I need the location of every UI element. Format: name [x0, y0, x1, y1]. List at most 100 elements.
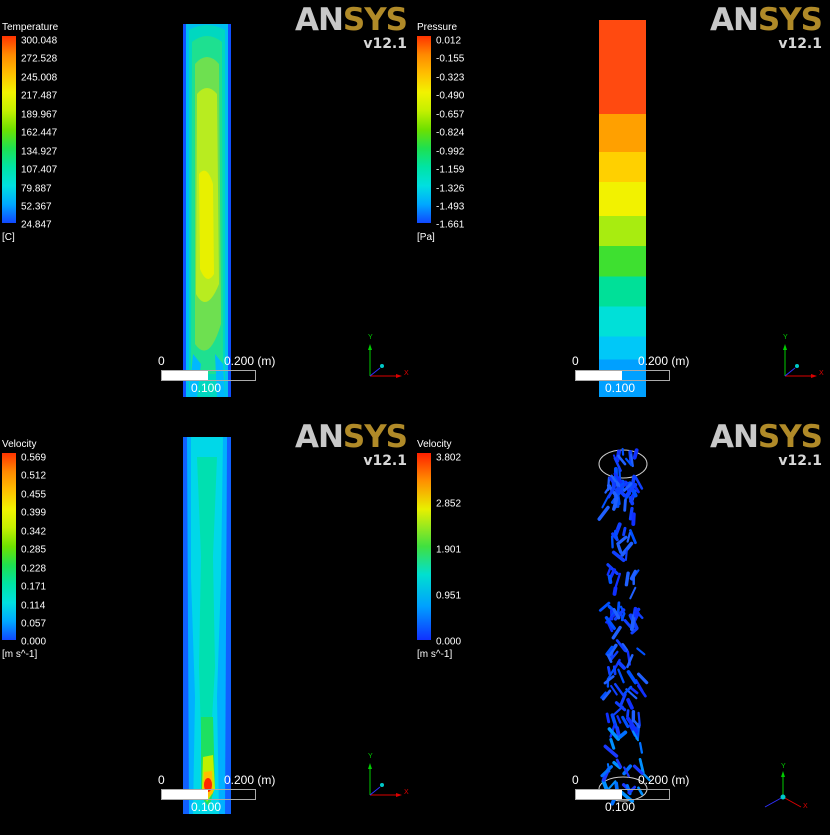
color-bar	[417, 453, 431, 640]
legend-tick: 0.512	[21, 470, 47, 482]
legend-tick: 0.057	[21, 618, 47, 630]
velocity-vector-arrow	[632, 448, 639, 460]
velocity-vector-arrow	[628, 496, 635, 506]
velocity-vector-arrow	[606, 563, 619, 576]
velocity-vector-arrow	[623, 619, 632, 629]
legend-title: Temperature	[2, 22, 59, 33]
legend-tick: 217.487	[21, 90, 58, 102]
legend-tick: 272.528	[21, 53, 58, 65]
velocity-vector-arrow	[630, 453, 634, 468]
x-axis-label: X	[404, 789, 409, 796]
velocity-vector-arrow	[626, 531, 632, 543]
legend-tick: 0.012	[436, 35, 462, 47]
velocity-vector-arrow	[626, 654, 634, 669]
velocity-vector-arrow	[629, 529, 637, 545]
y-axis-label: Y	[781, 763, 786, 770]
color-bar	[2, 453, 16, 640]
velocity-vector-arrow	[615, 726, 621, 738]
velocity-vector-arrow	[617, 730, 628, 740]
ansys-logo: ANSYS v12.1	[294, 2, 408, 52]
velocity-vector-arrow	[616, 543, 623, 554]
velocity-vector-arrow	[626, 716, 638, 733]
legend-tick: 3.802	[436, 452, 462, 464]
scale-bar: 0 0.200 (m) 0.100	[158, 354, 276, 395]
legend-title: Pressure	[417, 22, 458, 33]
velocity-vector-arrow	[637, 711, 641, 727]
velocity-vector-arrow	[611, 625, 622, 640]
velocity-vector-arrow	[624, 457, 633, 467]
velocity-contour	[183, 437, 231, 814]
x-axis-label: X	[803, 803, 808, 810]
velocity-vector-arrow	[606, 665, 612, 676]
velocity-vector-arrow	[613, 457, 622, 472]
legend-tick: 0.569	[21, 452, 47, 464]
legend-tick: 0.171	[21, 581, 47, 593]
velocity-vector-arrow	[626, 709, 630, 718]
velocity-vector-arrow	[632, 764, 644, 775]
velocity-vector-arrow	[634, 475, 644, 490]
velocity-vector-arrow	[607, 485, 616, 499]
x-axis-label: X	[819, 370, 824, 377]
legend-tick: -0.490	[436, 90, 465, 102]
velocity-vector-arrow	[638, 757, 645, 774]
velocity-vector-arrow	[603, 744, 619, 758]
legend-tick: 0.000	[436, 636, 462, 648]
legend-tick: -1.159	[436, 164, 465, 176]
velocity-vector-arrow	[631, 718, 641, 729]
velocity-vector-arrow	[636, 672, 649, 685]
velocity-vector-arrow	[632, 730, 639, 742]
velocity-vector-arrow	[623, 498, 627, 512]
velocity-vector-arrow	[631, 512, 636, 526]
legend-tick: 52.367	[21, 201, 52, 213]
velocity-vector-arrow	[623, 685, 633, 695]
version-label: v12.1	[363, 36, 407, 52]
legend-tick: 245.008	[21, 72, 58, 84]
version-label: v12.1	[778, 453, 822, 469]
legend-tick: 189.967	[21, 109, 58, 121]
legend-tick: 0.228	[21, 563, 47, 575]
velocity-vector-arrow	[620, 541, 634, 557]
velocity-vector-arrow	[624, 549, 628, 561]
velocity-vector-arrow	[609, 650, 619, 662]
velocity-vector-arrow	[621, 447, 625, 456]
legend-tick: -1.326	[436, 183, 465, 195]
pressure-panel: Pressure 0.012 -0.155 -0.323 -0.490 -0.6…	[415, 0, 830, 417]
velocity-vector-arrow	[613, 472, 623, 484]
velocity-vector-arrow	[603, 675, 615, 685]
velocity-vector-arrow	[616, 715, 622, 724]
velocity-vector-arrow	[630, 627, 639, 635]
legend-tick: 0.342	[21, 526, 47, 538]
velocity-vector-arrow	[612, 608, 621, 620]
legend-tick: -0.992	[436, 146, 465, 158]
ansys-logo: ANSYS v12.1	[709, 2, 823, 52]
velocity-vector-arrow	[606, 668, 615, 681]
legend-title: Velocity	[2, 439, 37, 450]
legend-tick: 2.852	[436, 498, 462, 510]
temperature-contour	[183, 24, 231, 397]
legend-tick: 162.447	[21, 127, 58, 139]
legend-unit: [m s^-1]	[2, 649, 38, 660]
pressure-contour	[599, 20, 646, 397]
color-bar	[2, 36, 16, 223]
legend-tick: 79.887	[21, 183, 52, 195]
velocity-vector-arrow	[607, 574, 613, 584]
velocity-vector-arrow	[606, 780, 617, 792]
velocity-vector-arrow	[613, 529, 619, 540]
velocity-vector-arrow	[605, 645, 614, 656]
velocity-vector-arrow	[619, 692, 627, 707]
velocity-vector-arrow	[610, 474, 617, 483]
velocity-vector-arrow	[598, 601, 611, 612]
velocity-vector-arrow	[626, 697, 634, 710]
color-bar	[417, 36, 431, 223]
velocity-vector-arrow	[617, 668, 625, 684]
ansys-logo: ANSYS v12.1	[709, 419, 823, 469]
velocity-vector-arrow	[630, 614, 636, 632]
velocity-vector-arrow	[629, 586, 637, 600]
velocity-vector-arrow	[611, 705, 624, 718]
velocity-vector-arrow	[616, 535, 628, 546]
legend-tick: 300.048	[21, 35, 58, 47]
version-label: v12.1	[778, 36, 822, 52]
legend-tick: 107.407	[21, 164, 58, 176]
velocity-vector-arrow	[601, 779, 609, 792]
legend-tick: -1.661	[436, 219, 465, 231]
